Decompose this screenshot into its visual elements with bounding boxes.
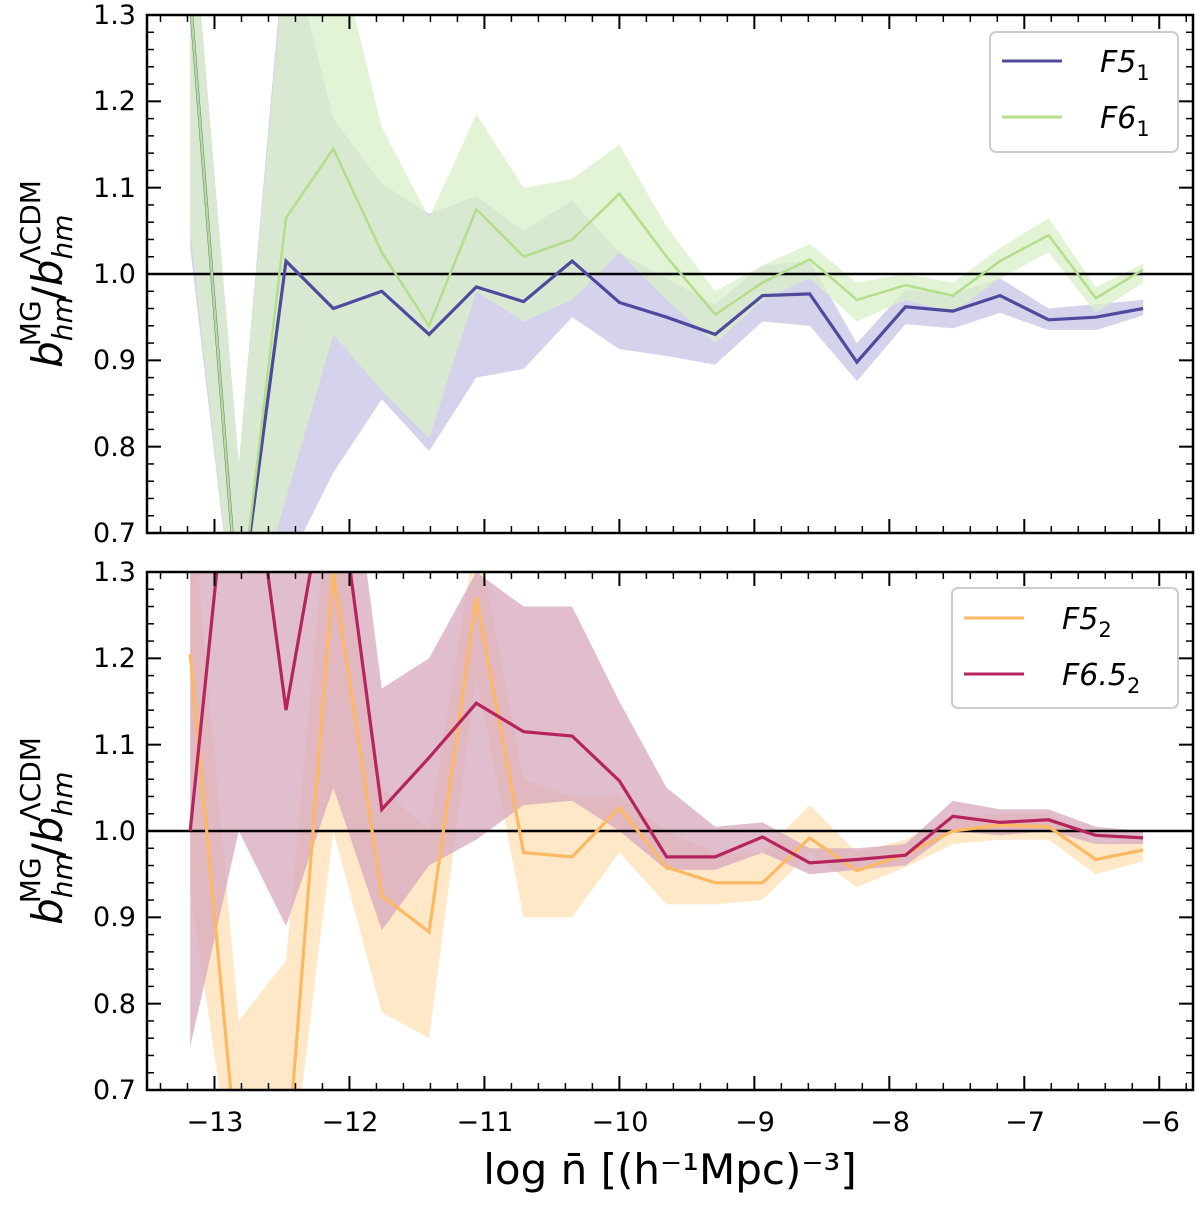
bottom-series-lines: [188, 572, 1144, 1090]
series-line-f5-2: [188, 572, 1144, 1090]
top-ytick-label: 0.8: [93, 432, 136, 463]
top-legend: F51 F61: [989, 31, 1179, 153]
top-ytick-label: 1.0: [93, 259, 136, 290]
top-ytick-label: 1.3: [93, 0, 136, 31]
top-ytick-label: 1.2: [93, 86, 136, 117]
top-ytick-label: 0.9: [93, 345, 136, 376]
top-series-lines: [189, 15, 1144, 533]
bottom-ytick-label: 0.7: [93, 1075, 136, 1106]
top-ytick-labels: 0.7 0.8 0.9 1.0 1.1 1.2 1.3: [93, 0, 136, 549]
xtick-label: −13: [187, 1107, 244, 1138]
series-line-f6-1: [190, 15, 1144, 533]
xtick-label: −7: [1005, 1107, 1045, 1138]
bottom-legend-label-f5: F52: [1062, 602, 1112, 642]
bottom-ytick-label: 0.9: [93, 902, 136, 933]
top-ytick-label: 1.1: [93, 173, 136, 204]
bottom-ytick-labels: 0.7 0.8 0.9 1.0 1.1 1.2 1.3: [93, 557, 136, 1106]
bottom-ytick-label: 1.0: [93, 816, 136, 847]
bottom-ytick-label: 1.1: [93, 730, 136, 761]
xtick-label: −12: [322, 1107, 379, 1138]
top-ytick-label: 0.7: [93, 518, 136, 549]
top-panel: 0.7 0.8 0.9 1.0 1.1 1.2 1.3 bhmMG/bhmΛCD…: [14, 0, 1195, 549]
xlabel: log n̄ [(h⁻¹Mpc)⁻³]: [483, 1145, 857, 1194]
xtick-label: −8: [870, 1107, 910, 1138]
xtick-label: −11: [457, 1107, 514, 1138]
series-line-f5-1: [189, 15, 1144, 533]
bottom-panel: 0.7 0.8 0.9 1.0 1.1 1.2 1.3 −13 −12 −11 …: [14, 557, 1195, 1194]
top-ylabel: bhmMG/bhmΛCDM: [14, 180, 79, 368]
bottom-xtick-labels: −13 −12 −11 −10 −9 −8 −7 −6: [187, 1107, 1180, 1138]
xtick-label: −10: [592, 1107, 649, 1138]
bottom-legend: F52 F6.52: [951, 587, 1179, 709]
xtick-label: −9: [735, 1107, 775, 1138]
error-band-f5-2: [190, 572, 1144, 1090]
top-legend-label-f5: F51: [1100, 45, 1150, 85]
bottom-legend-label-f65: F6.52: [1062, 658, 1140, 698]
bottom-ylabel: bhmMG/bhmΛCDM: [14, 737, 79, 925]
bottom-axes-frame: [145, 570, 1195, 1092]
top-legend-label-f6: F61: [1100, 101, 1150, 141]
bottom-error-bands: [190, 572, 1144, 1090]
bottom-ytick-label: 1.3: [93, 557, 136, 588]
series-line-f65-2: [188, 572, 1144, 865]
error-band-f65-2: [190, 572, 1144, 1047]
top-axes-frame: [145, 13, 1195, 535]
bottom-ytick-label: 0.8: [93, 989, 136, 1020]
xtick-label: −6: [1140, 1107, 1180, 1138]
bottom-ytick-label: 1.2: [93, 643, 136, 674]
